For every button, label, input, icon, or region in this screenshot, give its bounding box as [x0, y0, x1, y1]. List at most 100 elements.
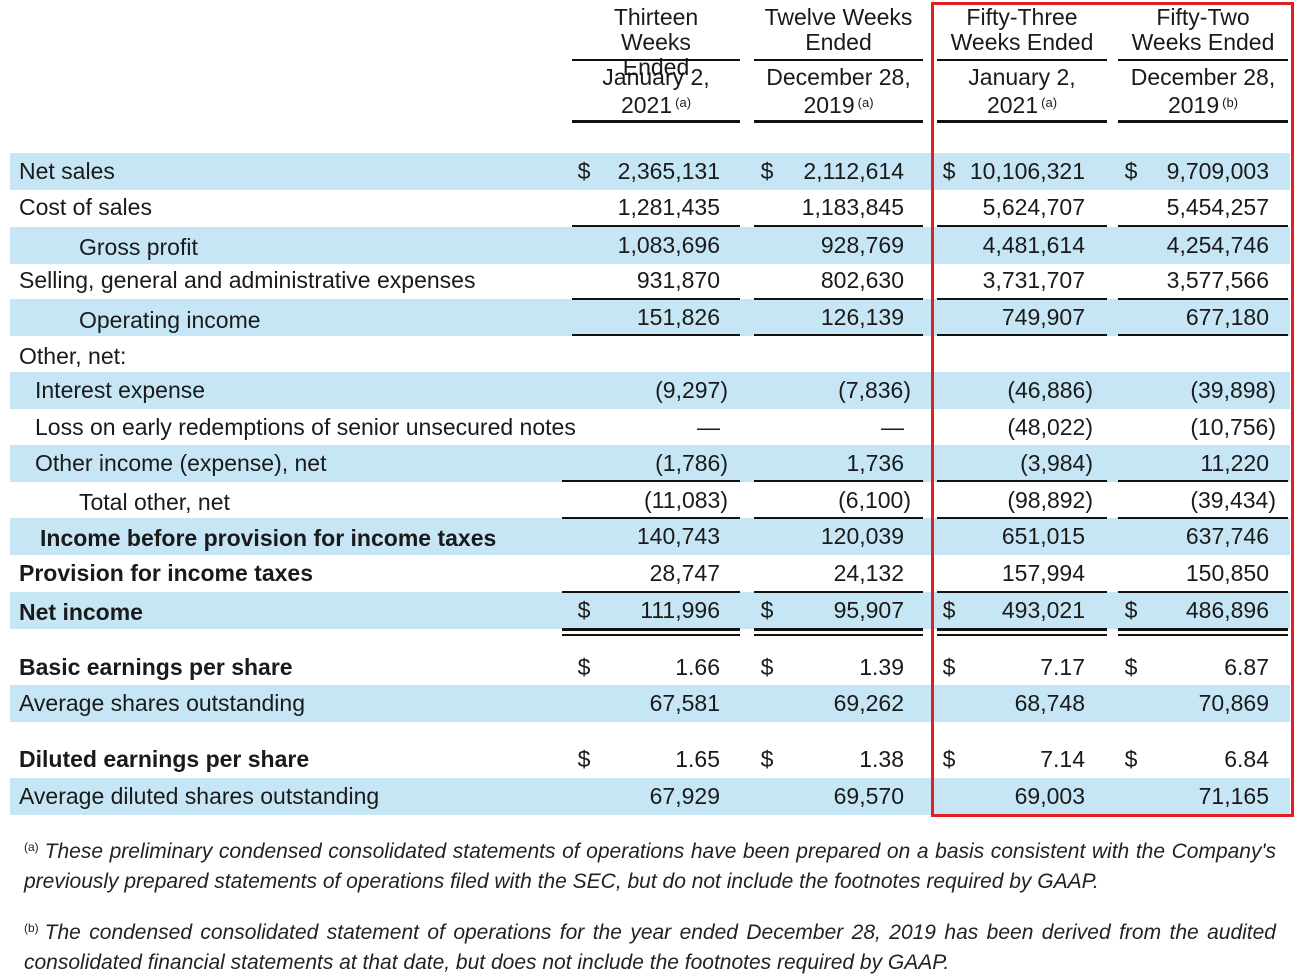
row-label: Loss on early redemptions of senior unse… — [35, 414, 576, 440]
cell-value: (46,886) — [1007, 377, 1093, 403]
row-label: Average diluted shares outstanding — [19, 783, 380, 809]
row-label: Total other, net — [79, 489, 230, 515]
cell-value: 2,112,614 — [803, 158, 904, 184]
col-header-1-period: Thirteen Weeks Ended — [613, 4, 699, 80]
table-row-other-net-heading: Other, net: — [10, 338, 1290, 375]
cell-value: 111,996 — [640, 597, 720, 623]
cell-value: 3,577,566 — [1166, 267, 1269, 293]
cell-value: 651,015 — [1001, 523, 1085, 549]
col-header-2-period: Twelve Weeks Ended — [764, 4, 913, 55]
cell-value: 67,581 — [649, 690, 720, 716]
col-header-1-date: January 2, 2021 — [602, 64, 710, 118]
col-header-2-date: December 28, 2019 — [766, 64, 911, 118]
col-header-3-period: Fifty-Three Weeks Ended — [950, 4, 1094, 55]
col-header-3-date: January 2, 2021 — [968, 64, 1076, 118]
cell-value: 67,929 — [649, 783, 720, 809]
cell-value: 1.39 — [859, 654, 904, 680]
cell-value: 4,254,746 — [1166, 232, 1269, 258]
row-label: Interest expense — [35, 377, 206, 403]
table-row-avg-diluted-shares: Average diluted shares outstanding 67,92… — [10, 778, 1290, 815]
row-label: Net sales — [19, 158, 115, 184]
cell-value: 6.87 — [1224, 654, 1269, 680]
cell-value: 150,850 — [1185, 560, 1269, 586]
currency-symbol: $ — [942, 746, 956, 772]
cell-value: (6,100) — [838, 487, 911, 513]
table-row-sga: Selling, general and administrative expe… — [10, 262, 1290, 299]
cell-value: 5,624,707 — [982, 194, 1085, 220]
currency-symbol: $ — [760, 597, 774, 623]
row-label: Other income (expense), net — [35, 450, 327, 476]
cell-value: 928,769 — [820, 232, 904, 258]
cell-value: 3,731,707 — [982, 267, 1085, 293]
col-header-2-note: (a) — [857, 95, 874, 110]
footnote-b-text: The condensed consolidated statement of … — [24, 921, 1276, 974]
table-row-net-sales: Net sales $ 2,365,131 $ 2,112,614 $ 10,1… — [10, 153, 1290, 190]
table-row-loss-early-redemptions: Loss on early redemptions of senior unse… — [10, 409, 1290, 446]
table-row-net-income: Net income $ 111,996 $ 95,907 $ 493,021 … — [10, 592, 1290, 629]
cell-value: 802,630 — [820, 267, 904, 293]
cell-value: 1.65 — [675, 746, 720, 772]
cell-value: 28,747 — [649, 560, 720, 586]
currency-symbol: $ — [1124, 597, 1138, 623]
cell-value: 69,262 — [833, 690, 904, 716]
cell-value: (9,297) — [655, 377, 728, 403]
table-row-gross-profit: Gross profit 1,083,696 928,769 4,481,614… — [10, 227, 1290, 264]
currency-symbol: $ — [577, 597, 591, 623]
footnote-a: (a) These preliminary condensed consolida… — [24, 832, 1276, 897]
col-header-3-note: (a) — [1041, 95, 1058, 110]
table-row-diluted-eps: Diluted earnings per share $ 1.65 $ 1.38… — [10, 741, 1290, 778]
currency-symbol: $ — [760, 746, 774, 772]
row-label: Gross profit — [79, 234, 198, 260]
cell-value: (1,786) — [655, 450, 728, 476]
highlight-box — [931, 2, 1294, 817]
row-label: Other, net: — [19, 343, 127, 369]
currency-symbol: $ — [760, 158, 774, 184]
currency-symbol: $ — [942, 597, 956, 623]
row-label: Average shares outstanding — [19, 690, 305, 716]
cell-value: 1,183,845 — [801, 194, 904, 220]
cell-value: 637,746 — [1185, 523, 1269, 549]
cell-value: 9,709,003 — [1166, 158, 1269, 184]
cell-value: 95,907 — [833, 597, 904, 623]
row-label: Provision for income taxes — [19, 560, 313, 586]
cell-value: 2,365,131 — [617, 158, 720, 184]
table-row-income-before-taxes: Income before provision for income taxes… — [10, 518, 1290, 555]
row-label: Selling, general and administrative expe… — [19, 267, 476, 293]
cell-value: 11,220 — [1200, 450, 1269, 476]
currency-symbol: $ — [577, 158, 591, 184]
cell-value: 749,907 — [1001, 304, 1085, 330]
cell-value: 6.84 — [1224, 746, 1269, 772]
currency-symbol: $ — [1124, 746, 1138, 772]
footnote-a-text: These preliminary condensed consolidated… — [24, 840, 1276, 893]
cell-value: 1,281,435 — [617, 194, 720, 220]
cell-value: 69,570 — [833, 783, 904, 809]
currency-symbol: $ — [577, 746, 591, 772]
cell-value: (7,836) — [838, 377, 911, 403]
col-header-1-note: (a) — [675, 95, 692, 110]
row-label: Operating income — [79, 307, 261, 333]
cell-value: 1.38 — [859, 746, 904, 772]
row-label: Income before provision for income taxes — [40, 525, 497, 551]
table-row-avg-shares: Average shares outstanding 67,581 69,262… — [10, 685, 1290, 722]
cell-value: 677,180 — [1185, 304, 1269, 330]
cell-value: 151,826 — [636, 304, 720, 330]
row-label: Basic earnings per share — [19, 654, 293, 680]
row-label: Cost of sales — [19, 194, 152, 220]
cell-value: 1.66 — [675, 654, 720, 680]
col-header-4-period: Fifty-Two Weeks Ended — [1131, 4, 1275, 55]
cell-value: (11,083) — [644, 487, 728, 513]
cell-value: 70,869 — [1198, 690, 1269, 716]
col-header-4-date: December 28, 2019 — [1130, 64, 1276, 118]
cell-value: 24,132 — [833, 560, 904, 586]
col-header-1: Thirteen Weeks Ended January 2, 2021 (a) — [572, 5, 740, 125]
cell-value: 4,481,614 — [982, 232, 1085, 258]
currency-symbol: $ — [942, 654, 956, 680]
col-header-4-note: (b) — [1222, 95, 1239, 110]
cell-value: 69,003 — [1014, 783, 1085, 809]
cell-value: 71,165 — [1198, 783, 1269, 809]
cell-value: 157,994 — [1001, 560, 1085, 586]
cell-value: 7.14 — [1040, 746, 1085, 772]
col-header-4: Fifty-Two Weeks Ended December 28, 2019(… — [1118, 5, 1288, 125]
row-label: Diluted earnings per share — [19, 746, 310, 772]
cell-value: (98,892) — [1007, 487, 1093, 513]
